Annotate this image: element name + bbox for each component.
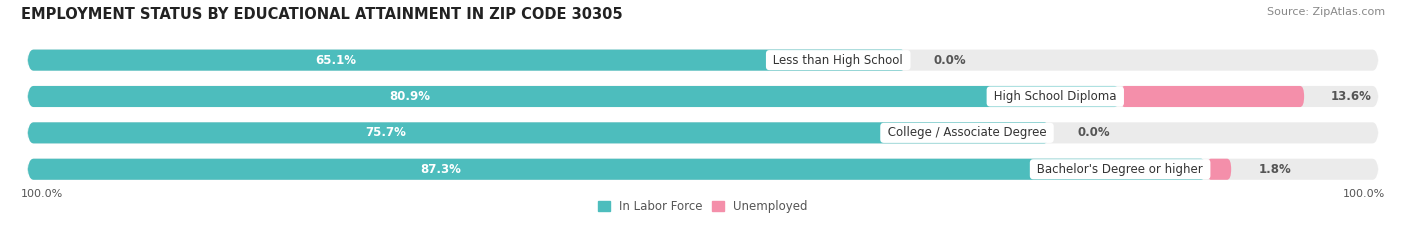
Text: EMPLOYMENT STATUS BY EDUCATIONAL ATTAINMENT IN ZIP CODE 30305: EMPLOYMENT STATUS BY EDUCATIONAL ATTAINM… [21,7,623,22]
FancyBboxPatch shape [1206,159,1232,180]
Text: 0.0%: 0.0% [934,54,966,67]
Text: 100.0%: 100.0% [21,189,63,199]
FancyBboxPatch shape [28,159,1378,180]
Text: 100.0%: 100.0% [1343,189,1385,199]
FancyBboxPatch shape [28,86,1121,107]
Text: 80.9%: 80.9% [389,90,430,103]
Text: 1.8%: 1.8% [1258,163,1291,176]
FancyBboxPatch shape [28,86,1378,107]
FancyBboxPatch shape [28,122,1050,144]
Text: Source: ZipAtlas.com: Source: ZipAtlas.com [1267,7,1385,17]
Text: Less than High School: Less than High School [769,54,907,67]
Text: 87.3%: 87.3% [420,163,461,176]
Text: 0.0%: 0.0% [1077,126,1109,139]
Text: 65.1%: 65.1% [315,54,356,67]
FancyBboxPatch shape [28,50,907,71]
FancyBboxPatch shape [1121,86,1305,107]
Text: High School Diploma: High School Diploma [990,90,1121,103]
Legend: In Labor Force, Unemployed: In Labor Force, Unemployed [593,195,813,218]
Text: 75.7%: 75.7% [366,126,406,139]
Text: College / Associate Degree: College / Associate Degree [884,126,1050,139]
FancyBboxPatch shape [28,159,1206,180]
Text: Bachelor's Degree or higher: Bachelor's Degree or higher [1033,163,1206,176]
Text: 13.6%: 13.6% [1331,90,1372,103]
FancyBboxPatch shape [28,50,1378,71]
FancyBboxPatch shape [28,122,1378,144]
